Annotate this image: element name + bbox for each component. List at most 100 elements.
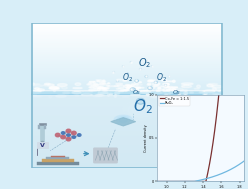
Ellipse shape: [115, 92, 120, 94]
Ellipse shape: [119, 118, 127, 122]
Ellipse shape: [91, 94, 102, 97]
Ellipse shape: [93, 84, 99, 86]
Ellipse shape: [96, 80, 101, 81]
Bar: [31, 48, 223, 50]
Ellipse shape: [211, 85, 215, 87]
Bar: [31, 154, 223, 156]
Ellipse shape: [93, 81, 96, 83]
Bar: [31, 70, 223, 72]
Co-Fe = 1:1.5: [243, 89, 246, 91]
Ellipse shape: [126, 73, 128, 74]
Ellipse shape: [182, 83, 193, 85]
Ellipse shape: [116, 80, 119, 82]
Ellipse shape: [53, 89, 56, 92]
Circle shape: [72, 136, 76, 138]
Bar: [31, 69, 223, 70]
Circle shape: [61, 132, 65, 134]
Ellipse shape: [75, 83, 81, 85]
Ellipse shape: [163, 91, 167, 92]
Ellipse shape: [118, 87, 124, 88]
Bar: [31, 61, 223, 62]
Ellipse shape: [179, 93, 180, 96]
Bar: [31, 68, 223, 69]
Bar: [31, 49, 223, 51]
Ellipse shape: [184, 85, 189, 86]
Bar: [31, 81, 223, 82]
Ellipse shape: [107, 85, 109, 86]
Bar: [31, 98, 223, 100]
Bar: [37, 142, 48, 148]
Ellipse shape: [141, 90, 148, 93]
Bar: [31, 33, 223, 34]
Ellipse shape: [98, 88, 106, 90]
Bar: [31, 47, 223, 48]
Bar: [31, 163, 223, 164]
Bar: [31, 158, 223, 159]
Bar: [31, 43, 223, 45]
Bar: [41, 141, 43, 147]
Ellipse shape: [182, 85, 192, 88]
Ellipse shape: [199, 92, 205, 93]
Bar: [31, 136, 223, 138]
Bar: [31, 39, 223, 40]
Ellipse shape: [57, 84, 67, 86]
Bar: [31, 41, 223, 43]
Bar: [51, 156, 65, 157]
Ellipse shape: [127, 86, 133, 88]
Bar: [31, 130, 223, 132]
Bar: [31, 84, 223, 86]
Bar: [31, 162, 223, 163]
Ellipse shape: [158, 96, 165, 97]
RuO₂: [190, 180, 193, 183]
Bar: [44, 125, 46, 129]
Ellipse shape: [167, 89, 170, 91]
Bar: [31, 111, 223, 113]
Ellipse shape: [147, 93, 149, 96]
Ellipse shape: [218, 94, 225, 97]
Circle shape: [72, 131, 76, 135]
Ellipse shape: [173, 80, 175, 82]
Ellipse shape: [35, 88, 41, 89]
Bar: [31, 28, 223, 30]
Bar: [31, 97, 223, 99]
Ellipse shape: [101, 93, 111, 94]
Ellipse shape: [177, 88, 183, 91]
Bar: [31, 114, 223, 115]
Bar: [31, 38, 223, 39]
Bar: [31, 54, 223, 55]
Bar: [31, 82, 223, 83]
Ellipse shape: [102, 83, 106, 84]
Bar: [31, 29, 223, 31]
Bar: [31, 122, 223, 124]
Bar: [31, 152, 223, 153]
Bar: [31, 129, 223, 130]
Ellipse shape: [212, 88, 217, 90]
Ellipse shape: [55, 86, 62, 87]
Bar: [31, 146, 223, 148]
Co-Fe = 1:1.5: [190, 180, 193, 183]
Ellipse shape: [172, 89, 176, 91]
Bar: [31, 126, 223, 128]
Ellipse shape: [97, 88, 100, 91]
Bar: [31, 95, 223, 168]
Ellipse shape: [98, 87, 102, 89]
Bar: [31, 90, 223, 91]
Bar: [39, 123, 46, 125]
Ellipse shape: [161, 79, 167, 81]
Bar: [31, 156, 223, 158]
Bar: [31, 50, 223, 52]
Line: Co-Fe = 1:1.5: Co-Fe = 1:1.5: [157, 90, 244, 181]
Ellipse shape: [32, 83, 34, 86]
Ellipse shape: [103, 90, 107, 91]
RuO₂: [184, 180, 187, 183]
Bar: [31, 78, 223, 80]
Ellipse shape: [100, 81, 106, 82]
Ellipse shape: [93, 86, 103, 89]
Ellipse shape: [148, 87, 153, 90]
Ellipse shape: [139, 69, 142, 70]
Bar: [31, 144, 223, 146]
Ellipse shape: [30, 84, 40, 85]
Bar: [31, 110, 223, 112]
Ellipse shape: [34, 88, 39, 89]
Ellipse shape: [129, 86, 133, 88]
